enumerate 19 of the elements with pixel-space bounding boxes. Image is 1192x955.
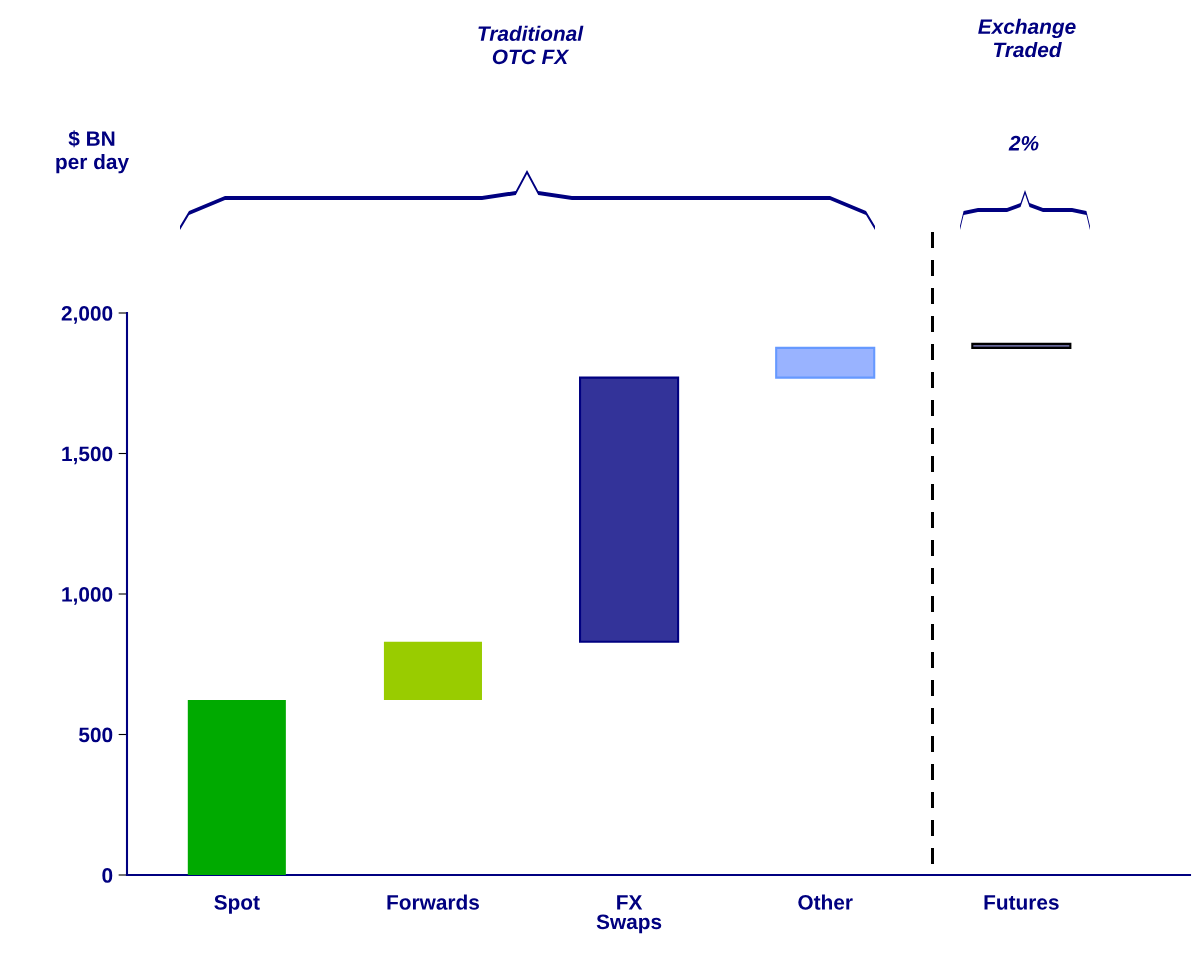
text: Exchange Traded [978,18,1076,58]
y-tick-label: 2,000 [61,306,113,324]
bar [187,699,286,875]
x-tick-label: Futures [984,895,1059,910]
bar [579,376,680,643]
x-tick-label: Spot [214,894,260,914]
text: 2% [1008,135,1039,151]
x-tick-label: Forwards [387,894,479,910]
bar [971,342,1072,349]
x-tick-label: Other [798,894,853,910]
y-tick-label: 0 [102,868,113,883]
bar [775,346,876,379]
y-tick-label: 1,000 [62,587,113,605]
y-tick-label: 1,500 [62,446,113,465]
text: $ BN per day [56,130,129,174]
bar [383,641,482,700]
x-tick-label: FX Swaps [596,895,662,934]
text: Traditional OTC FX [478,25,584,65]
y-tick-label: 500 [79,727,113,743]
